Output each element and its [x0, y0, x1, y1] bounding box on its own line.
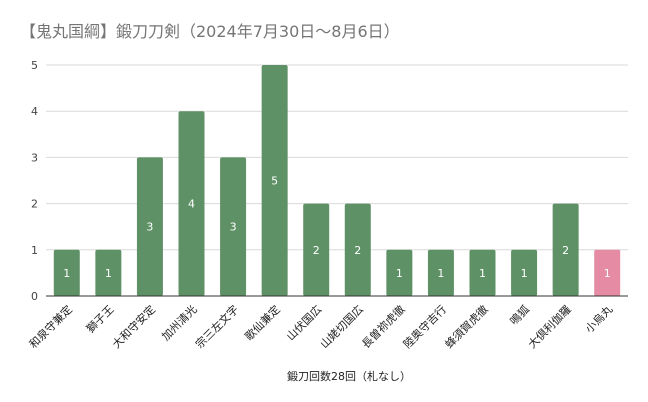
x-axis-label: 鍛刀回数28回（札なし）: [287, 370, 411, 383]
data-label: 1: [396, 267, 403, 280]
chart-title: 【鬼丸国綱】鍛刀刀剣（2024年7月30日～8月6日）: [20, 22, 400, 41]
bar: [178, 111, 205, 296]
x-tick-label: 山伏国広: [283, 302, 324, 343]
data-label: 1: [63, 267, 70, 280]
bar: [427, 249, 454, 296]
x-tick-label: 蜂須賀虎徹: [442, 302, 491, 351]
x-tick-label: 歌仙兼定: [242, 302, 283, 343]
data-label: 3: [230, 221, 237, 234]
bar: [386, 249, 413, 296]
data-label: 1: [604, 267, 611, 280]
data-label: 5: [271, 175, 278, 188]
data-label: 3: [146, 221, 153, 234]
data-label: 1: [479, 267, 486, 280]
bar: [594, 249, 621, 296]
bar: [136, 157, 163, 296]
x-tick-label: 和泉守兼定: [26, 302, 75, 351]
y-tick-label: 2: [31, 198, 38, 211]
bar: [303, 203, 330, 296]
x-tick-label: 陸奥守吉行: [400, 302, 449, 351]
y-tick-label: 0: [31, 290, 38, 303]
y-tick-label: 3: [31, 151, 38, 164]
bar: [53, 249, 80, 296]
y-tick-label: 5: [31, 59, 38, 72]
bar: [261, 65, 288, 296]
x-tick-label: 山姥切国広: [317, 302, 366, 351]
data-label: 2: [313, 244, 320, 257]
data-label: 2: [562, 244, 569, 257]
x-tick-label: 小烏丸: [582, 302, 615, 335]
x-tick-label: 獅子王: [83, 302, 116, 335]
bar: [552, 203, 579, 296]
x-tick-label: 大倶利伽羅: [525, 302, 574, 351]
x-tick-label: 長曽祢虎徹: [359, 302, 408, 351]
bar: [220, 157, 247, 296]
bar: [95, 249, 122, 296]
bar: [511, 249, 538, 296]
y-tick-label: 1: [31, 244, 38, 257]
data-label: 1: [105, 267, 112, 280]
x-tick-label: 宗三左文字: [192, 302, 241, 351]
data-label: 2: [354, 244, 361, 257]
bar: [469, 249, 496, 296]
x-tick-label: 鳴狐: [507, 302, 532, 327]
data-label: 4: [188, 198, 195, 211]
y-tick-label: 4: [31, 105, 38, 118]
bar: [344, 203, 371, 296]
x-tick-label: 加州清光: [159, 302, 200, 343]
data-label: 1: [437, 267, 444, 280]
x-tick-label: 大和守安定: [109, 302, 158, 351]
data-label: 1: [521, 267, 528, 280]
